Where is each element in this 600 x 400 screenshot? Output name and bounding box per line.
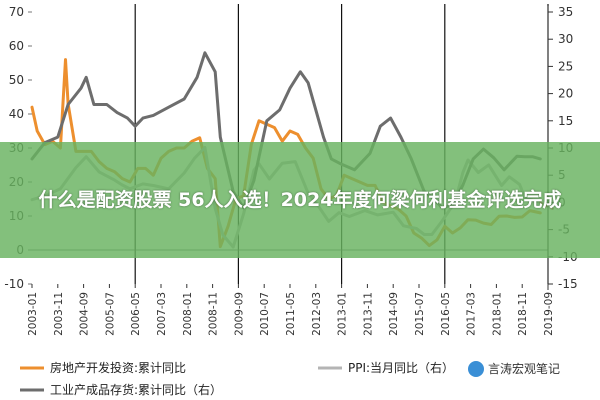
watermark: 言涛宏观笔记: [466, 360, 563, 377]
x-tick-label: 2012-03: [311, 292, 323, 336]
left-tick-label: 70: [9, 5, 24, 19]
legend: 房地产开发投资:累计同比 PPI:当月同比（右） 工业产成品存货:累计同比（右）: [20, 360, 454, 397]
x-tick-label: 2018-01: [491, 292, 503, 336]
x-tick-label: 2006-05: [130, 292, 142, 336]
watermark-text: 言涛宏观笔记: [488, 362, 561, 376]
legend-label-2: PPI:当月同比（右）: [348, 360, 454, 375]
x-axis: 2003-01 2003-11 2004-09 2005-07 2006-05 2007-…: [27, 284, 555, 336]
x-tick-label: 2013-11: [362, 292, 374, 336]
right-tick-label: 25: [558, 59, 573, 73]
x-tick-label: 2018-11: [517, 292, 529, 336]
left-tick-label: -10: [4, 277, 24, 291]
x-tick-label: 2004-09: [79, 292, 91, 336]
right-tick-label: 20: [558, 87, 573, 101]
x-tick-label: 2003-11: [53, 292, 65, 336]
right-tick-label: -15: [558, 277, 578, 291]
x-tick-label: 2011-05: [285, 292, 297, 336]
x-tick-label: 2005-07: [104, 292, 116, 336]
legend-label-3: 工业产成品存货:累计同比（右）: [50, 382, 222, 397]
x-tick-label: 2016-05: [440, 292, 452, 336]
right-tick-label: 15: [558, 114, 573, 128]
x-tick-label: 2008-11: [208, 292, 220, 336]
x-tick-label: 2017-03: [466, 292, 478, 336]
x-tick-label: 2003-01: [27, 292, 39, 336]
legend-label-1: 房地产开发投资:累计同比: [50, 360, 186, 375]
left-tick-label: 60: [9, 39, 24, 53]
x-tick-label: 2010-07: [259, 292, 271, 336]
x-tick-label: 2019-09: [543, 292, 555, 336]
right-tick-label: 35: [558, 5, 573, 19]
x-tick-label: 2013-01: [337, 292, 349, 336]
banner-title: 什么是配资股票 56人入选！2024年度何梁何利基金评选完成: [38, 189, 562, 211]
x-tick-label: 2009-09: [233, 292, 245, 336]
right-tick-label: 30: [558, 32, 573, 46]
x-tick-label: 2015-07: [414, 292, 426, 336]
overlay-banner: 什么是配资股票 56人入选！2024年度何梁何利基金评选完成: [0, 142, 600, 258]
wechat-icon: [468, 360, 484, 377]
left-tick-label: 40: [9, 107, 24, 121]
x-tick-label: 2008-01: [182, 292, 194, 336]
x-tick-label: 2007-03: [156, 292, 168, 336]
left-tick-label: 50: [9, 73, 24, 87]
x-tick-label: 2014-09: [388, 292, 400, 336]
